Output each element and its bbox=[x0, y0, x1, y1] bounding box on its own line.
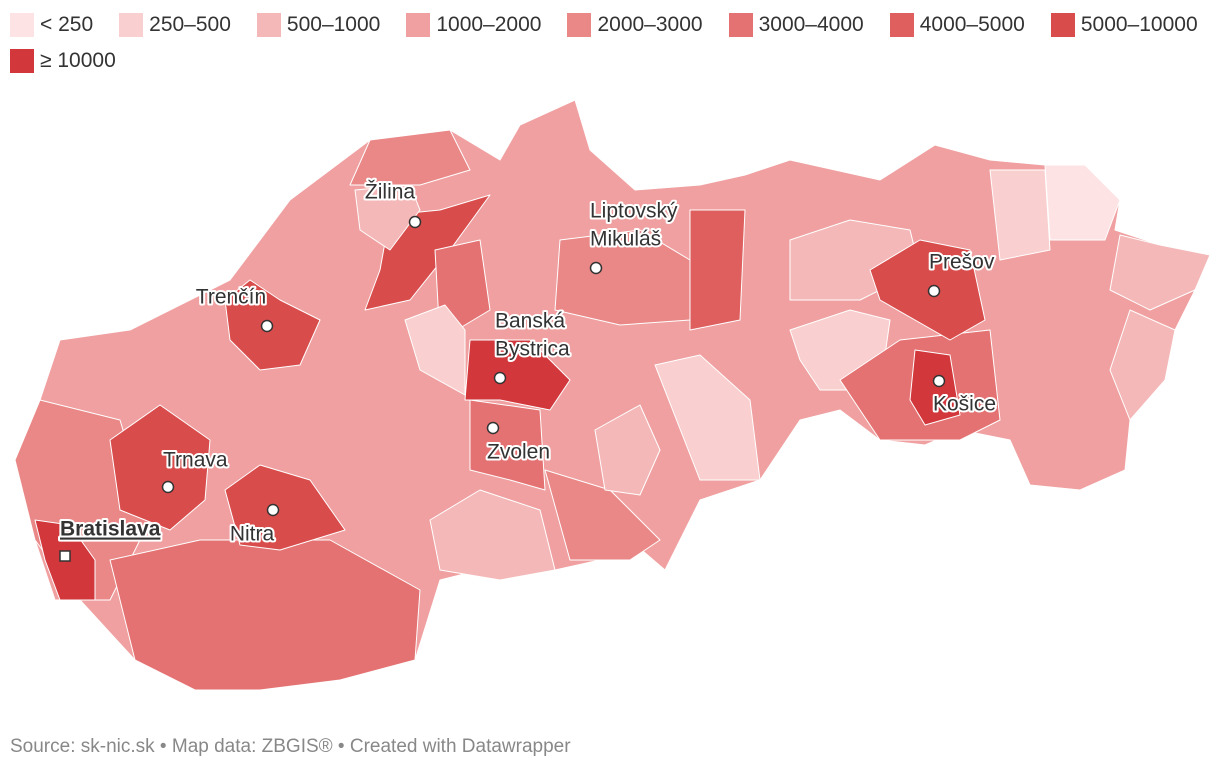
city-label: Mikuláš bbox=[590, 228, 661, 251]
district bbox=[429, 489, 556, 581]
legend-label: 2000–3000 bbox=[597, 13, 703, 36]
district bbox=[544, 469, 661, 561]
legend-item: 1000–2000 bbox=[406, 12, 541, 38]
district bbox=[654, 354, 761, 481]
legend-label: 500–1000 bbox=[286, 13, 381, 36]
legend-label: 4000–5000 bbox=[919, 13, 1025, 36]
city-label: Košice bbox=[933, 393, 996, 416]
legend-item: 5000–10000 bbox=[1050, 12, 1198, 38]
city-label: Prešov bbox=[929, 251, 995, 274]
city-label: Trnava bbox=[163, 449, 228, 472]
city-marker bbox=[161, 480, 175, 494]
city-marker bbox=[260, 319, 274, 333]
legend-swatch bbox=[728, 13, 753, 37]
district bbox=[909, 349, 961, 426]
legend-label: 1000–2000 bbox=[436, 13, 542, 36]
legend-swatch bbox=[1050, 13, 1075, 37]
city-label: Bratislava bbox=[60, 518, 161, 541]
city-label: Liptovský bbox=[590, 200, 678, 223]
legend-label: < 250 bbox=[40, 13, 94, 36]
district bbox=[1044, 164, 1121, 241]
district bbox=[224, 464, 346, 551]
city-marker bbox=[932, 374, 946, 388]
city-label: Bystrica bbox=[495, 338, 570, 361]
legend-label: 3000–4000 bbox=[758, 13, 864, 36]
district bbox=[1109, 234, 1211, 311]
legend-item: 250–500 bbox=[119, 12, 231, 38]
city-marker bbox=[486, 421, 500, 435]
city-marker bbox=[493, 371, 507, 385]
district bbox=[869, 239, 986, 341]
district bbox=[989, 169, 1051, 261]
legend-swatch bbox=[10, 13, 34, 37]
district bbox=[464, 339, 571, 411]
legend-label: 5000–10000 bbox=[1080, 13, 1198, 36]
district bbox=[349, 129, 471, 186]
district bbox=[404, 304, 466, 396]
district bbox=[1109, 309, 1176, 421]
district bbox=[109, 404, 211, 531]
legend-swatch bbox=[889, 13, 914, 37]
legend-swatch bbox=[10, 49, 34, 73]
regions bbox=[14, 99, 1211, 691]
legend-label: ≥ 10000 bbox=[40, 49, 116, 72]
legend-item: ≥ 10000 bbox=[10, 48, 116, 74]
city-marker bbox=[589, 261, 603, 275]
city-marker bbox=[59, 550, 71, 562]
legend-item: < 250 bbox=[10, 12, 93, 38]
legend-item: 3000–4000 bbox=[728, 12, 864, 38]
legend-swatch bbox=[567, 13, 592, 37]
district bbox=[469, 399, 546, 491]
city-label: Banská bbox=[495, 310, 565, 333]
city-label: Zvolen bbox=[487, 441, 550, 464]
legend-swatch bbox=[256, 13, 281, 37]
city-label: Nitra bbox=[230, 523, 275, 546]
legend: < 250 250–500 500–1000 1000–2000 2000–3000 30… bbox=[10, 12, 1210, 74]
legend-item: 500–1000 bbox=[256, 12, 381, 38]
city-label: Žilina bbox=[365, 181, 416, 204]
footer: Source: sk-nic.sk • Map data: ZBGIS® • C… bbox=[10, 736, 571, 757]
city-marker bbox=[927, 284, 941, 298]
district bbox=[354, 184, 421, 251]
legend-item: 2000–3000 bbox=[567, 12, 703, 38]
legend-label: 250–500 bbox=[149, 13, 231, 36]
district bbox=[594, 404, 661, 496]
city-marker bbox=[408, 215, 422, 229]
city-marker bbox=[266, 503, 280, 517]
legend-swatch bbox=[119, 13, 144, 37]
city-label: Trenčín bbox=[196, 286, 266, 309]
legend-swatch bbox=[406, 13, 431, 37]
district bbox=[689, 209, 746, 331]
legend-item: 4000–5000 bbox=[889, 12, 1025, 38]
